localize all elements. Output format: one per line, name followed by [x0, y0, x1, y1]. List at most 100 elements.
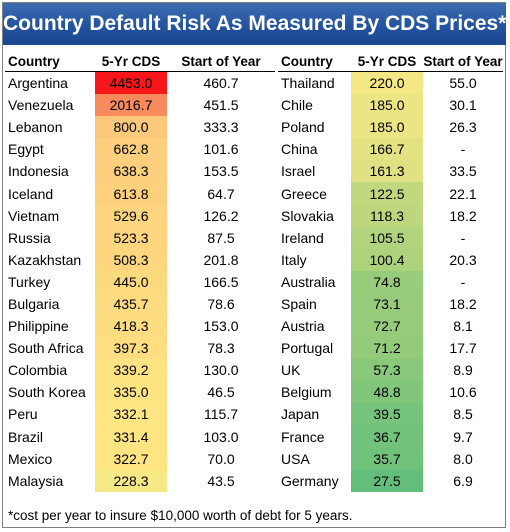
cell-start-of-year: 101.6 [203, 141, 239, 158]
header-start-of-year: Start of Year [423, 52, 503, 72]
cell-country: Thailand [281, 75, 335, 92]
cell-country: South Korea [8, 384, 86, 401]
table-row: Spain 73.1 18.2 [278, 292, 503, 316]
table-row: South Africa 397.3 78.3 [5, 337, 275, 360]
cell-start-of-year: 10.6 [449, 384, 477, 401]
header-country: Country [278, 52, 351, 72]
cell-country: Slovakia [281, 207, 334, 224]
table-row: Turkey 445.0 166.5 [5, 270, 275, 293]
cell-start-of-year: 451.5 [203, 97, 239, 114]
cell-start-of-year: 55.0 [449, 75, 477, 92]
cell-country: Malaysia [8, 472, 64, 489]
left-table: Country 5-Yr CDS Start of Year Argentina… [5, 52, 275, 492]
table-row: Russia 523.3 87.5 [5, 226, 275, 249]
left-table-body: Argentina 4453.0 460.7 Venezuela 2016.7 451.5… [5, 71, 275, 492]
cell-start-of-year: 26.3 [449, 119, 477, 136]
table-row: France 36.7 9.7 [278, 425, 503, 448]
table-row: Ireland 105.5 - [278, 226, 503, 249]
cell-start-of-year: 115.7 [204, 406, 238, 423]
cell-start-of-year: 33.5 [449, 163, 477, 180]
cell-country: Turkey [8, 273, 51, 290]
chart-title: Country Default Risk As Measured By CDS … [3, 3, 506, 45]
cell-cds: 508.3 [95, 248, 167, 271]
cell-start-of-year: 333.3 [203, 119, 239, 136]
table-row: Israel 161.3 33.5 [278, 160, 503, 183]
cell-country: Argentina [8, 75, 68, 92]
header-cds: 5-Yr CDS [351, 52, 423, 72]
right-table: Country 5-Yr CDS Start of Year Thailand 2… [278, 52, 503, 492]
cell-cds: 332.1 [95, 403, 167, 426]
cell-cds: 35.7 [351, 447, 423, 470]
cell-start-of-year: 64.7 [207, 185, 235, 202]
cell-start-of-year: 126.2 [203, 207, 239, 224]
header-country: Country [5, 52, 95, 72]
cell-country: Colombia [8, 362, 68, 379]
table-row: Colombia 339.2 130.0 [5, 359, 275, 382]
cell-country: Vietnam [8, 207, 60, 224]
cell-cds: 185.0 [351, 94, 423, 117]
header-cds: 5-Yr CDS [95, 52, 167, 72]
cell-cds: 335.0 [95, 381, 167, 404]
table-row: Germany 27.5 6.9 [278, 469, 503, 492]
cell-country: Brazil [8, 428, 44, 445]
cell-country: Iceland [8, 185, 54, 202]
table-row: Greece 122.5 22.1 [278, 182, 503, 205]
table-row: Egypt 662.8 101.6 [5, 138, 275, 161]
cell-cds: 331.4 [95, 425, 167, 448]
cell-country: Chile [281, 97, 313, 114]
cell-cds: 228.3 [95, 469, 167, 492]
cell-cds: 529.6 [95, 204, 167, 227]
cell-cds: 322.7 [95, 447, 167, 470]
table-row: Vietnam 529.6 126.2 [5, 204, 275, 227]
table-row: Peru 332.1 115.7 [5, 403, 275, 426]
cell-cds: 122.5 [351, 182, 423, 205]
cell-start-of-year: 46.5 [207, 384, 235, 401]
cell-country: Greece [281, 185, 327, 202]
cell-country: Russia [8, 229, 51, 246]
table-row: Bulgaria 435.7 78.6 [5, 292, 275, 316]
cell-cds: 418.3 [95, 315, 167, 338]
table-row: China 166.7 - [278, 138, 503, 161]
table-row: Italy 100.4 20.3 [278, 248, 503, 271]
cell-country: Kazakhstan [8, 251, 82, 268]
cell-cds: 73.1 [351, 292, 423, 316]
table-row: Chile 185.0 30.1 [278, 94, 503, 117]
cell-cds: 118.3 [351, 204, 423, 227]
cell-country: Philippine [8, 318, 69, 335]
table-row: Kazakhstan 508.3 201.8 [5, 248, 275, 271]
table-row: Venezuela 2016.7 451.5 [5, 94, 275, 117]
cell-cds: 800.0 [95, 116, 167, 139]
cell-country: Australia [281, 273, 336, 290]
cell-country: Peru [8, 406, 38, 423]
cell-country: Belgium [281, 384, 332, 401]
cell-country: Egypt [8, 141, 44, 158]
cell-country: France [281, 428, 325, 445]
cell-country: Poland [281, 119, 325, 136]
cell-cds: 220.0 [351, 71, 423, 95]
cell-cds: 57.3 [351, 359, 423, 382]
cell-country: Mexico [8, 450, 53, 467]
cell-start-of-year: 78.6 [207, 295, 235, 312]
cell-start-of-year: 8.9 [453, 362, 473, 379]
cell-cds: 523.3 [95, 226, 167, 249]
cell-start-of-year: 78.3 [207, 340, 235, 357]
cell-cds: 39.5 [351, 403, 423, 426]
cell-country: Italy [281, 251, 307, 268]
header-row: Country 5-Yr CDS Start of Year [278, 52, 503, 72]
table-row: Austria 72.7 8.1 [278, 315, 503, 338]
header-row: Country 5-Yr CDS Start of Year [5, 52, 275, 72]
table-row: UK 57.3 8.9 [278, 359, 503, 382]
cell-cds: 185.0 [351, 116, 423, 139]
cell-cds: 4453.0 [95, 71, 167, 95]
table-row: Indonesia 638.3 153.5 [5, 160, 275, 183]
cell-start-of-year: 9.7 [453, 428, 473, 445]
cell-start-of-year: 18.2 [449, 207, 477, 224]
cell-country: Lebanon [8, 119, 63, 136]
cell-cds: 662.8 [95, 138, 167, 161]
cell-start-of-year: - [460, 141, 466, 158]
cell-country: Spain [281, 295, 317, 312]
cell-cds: 161.3 [351, 160, 423, 183]
cell-country: Indonesia [8, 163, 69, 180]
cell-country: UK [281, 362, 301, 379]
cell-country: Israel [281, 163, 316, 180]
